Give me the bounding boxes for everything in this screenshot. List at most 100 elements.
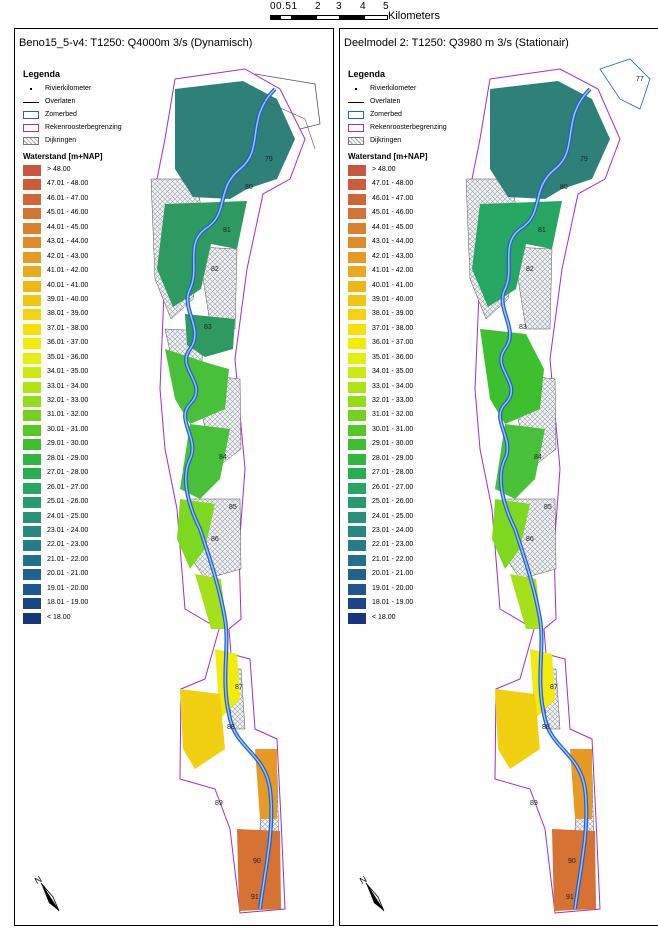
legend-class-row: 47.01 - 48.00 bbox=[23, 178, 153, 192]
scale-segment bbox=[340, 15, 364, 20]
legend-swatch bbox=[348, 511, 366, 523]
north-arrow: N bbox=[33, 874, 67, 922]
legend-swatch bbox=[348, 323, 366, 335]
legend-swatch bbox=[348, 165, 366, 176]
legend-class-row: 25.01 - 26.00 bbox=[348, 496, 478, 510]
legend-swatch bbox=[23, 179, 41, 191]
legend-class-label: 45.01 - 46.00 bbox=[47, 209, 89, 217]
legend-class-label: 23.01 - 24.00 bbox=[47, 526, 89, 534]
legend-class-label: 33.01 - 34.00 bbox=[47, 382, 89, 390]
legend-item-overlaten: Overlaten bbox=[348, 97, 478, 110]
legend-class-row: 37.01 - 38.00 bbox=[348, 323, 478, 337]
legend-class-label: 43.01 - 44.00 bbox=[372, 238, 414, 246]
legend-class-label: 36.01 - 37.00 bbox=[372, 339, 414, 347]
legend-class-row: 23.01 - 24.00 bbox=[348, 525, 478, 539]
chainage-label: 83 bbox=[519, 324, 527, 331]
legend-class-row: 45.01 - 46.00 bbox=[348, 207, 478, 221]
chainage-label: 90 bbox=[568, 858, 576, 865]
legend-swatch bbox=[23, 367, 41, 379]
chainage-label: 91 bbox=[251, 894, 259, 901]
legend-class-label: < 18.00 bbox=[372, 613, 396, 621]
legend-class-label: 18.01 - 19.00 bbox=[372, 599, 414, 607]
legend-class-label: 22.01 - 23.00 bbox=[372, 541, 414, 549]
chainage-label: 85 bbox=[544, 504, 552, 511]
legend-item-rekenrooster: Rekenroosterbegrenzing bbox=[348, 123, 478, 136]
legend-swatch bbox=[23, 280, 41, 292]
legend-swatch bbox=[348, 193, 366, 205]
legend-class-row: 23.01 - 24.00 bbox=[23, 525, 153, 539]
legend-swatch bbox=[23, 352, 41, 364]
legend-swatch bbox=[348, 251, 366, 263]
legend-swatch bbox=[348, 540, 366, 552]
legend-swatch bbox=[23, 323, 41, 335]
legend-swatch bbox=[23, 338, 41, 350]
chainage-label: 89 bbox=[215, 800, 223, 807]
legend-class-label: 30.01 - 31.00 bbox=[47, 425, 89, 433]
legend-item-zomerbed: Zomerbed bbox=[23, 110, 153, 123]
legend-class-label: 24.01 - 25.00 bbox=[47, 512, 89, 520]
legend-swatch bbox=[348, 439, 366, 451]
legend-class-row: 34.01 - 35.00 bbox=[348, 366, 478, 380]
legend-class-label: 27.01 - 28.00 bbox=[47, 469, 89, 477]
legend-swatch bbox=[348, 338, 366, 350]
legend-class-row: 40.01 - 41.00 bbox=[348, 280, 478, 294]
legend-class-row: 47.01 - 48.00 bbox=[348, 178, 478, 192]
scale-bar: 00.51 2 3 4 5 Kilometers bbox=[270, 0, 500, 24]
chainage-label: 77 bbox=[636, 76, 644, 83]
legend-swatch bbox=[23, 554, 41, 566]
legend-item-zomerbed: Zomerbed bbox=[348, 110, 478, 123]
chainage-label: 86 bbox=[526, 536, 534, 543]
legend-class-label: 24.01 - 25.00 bbox=[372, 512, 414, 520]
purple-outline-icon bbox=[23, 124, 39, 132]
legend-class-row: 30.01 - 31.00 bbox=[348, 424, 478, 438]
legend-class-row: 42.01 - 43.00 bbox=[23, 251, 153, 265]
legend-class-row: 24.01 - 25.00 bbox=[348, 511, 478, 525]
legend-class-row: 42.01 - 43.00 bbox=[348, 251, 478, 265]
chainage-label: 79 bbox=[265, 156, 273, 163]
legend-class-label: 42.01 - 43.00 bbox=[47, 252, 89, 260]
legend-item-overlaten: Overlaten bbox=[23, 97, 153, 110]
chainage-label: 88 bbox=[227, 724, 235, 731]
legend-swatch bbox=[348, 482, 366, 494]
legend-class-label: 38.01 - 39.00 bbox=[372, 310, 414, 318]
legend: Legenda Rivierkilometer Overlaten Zomerb… bbox=[348, 69, 478, 626]
legend-swatch bbox=[23, 309, 41, 321]
legend-swatch bbox=[348, 453, 366, 465]
legend-swatch bbox=[348, 294, 366, 306]
legend-class-label: 28.01 - 29.00 bbox=[372, 454, 414, 462]
legend-class-row: 33.01 - 34.00 bbox=[348, 381, 478, 395]
blue-outline-icon bbox=[23, 111, 39, 119]
legend-class-row: 39.01 - 40.00 bbox=[23, 294, 153, 308]
legend-class-label: 28.01 - 29.00 bbox=[47, 454, 89, 462]
legend-swatch bbox=[23, 294, 41, 306]
legend-swatch bbox=[23, 222, 41, 234]
legend-swatch bbox=[348, 424, 366, 436]
hatch-icon bbox=[348, 137, 364, 145]
legend-class-row: 39.01 - 40.00 bbox=[348, 294, 478, 308]
scale-segment bbox=[316, 15, 340, 20]
legend-class-row: 29.01 - 30.00 bbox=[348, 438, 478, 452]
legend-swatch bbox=[348, 410, 366, 422]
legend-class-label: 19.01 - 20.00 bbox=[47, 584, 89, 592]
chainage-label: 90 bbox=[253, 858, 261, 865]
chainage-label: 84 bbox=[219, 454, 227, 461]
scale-unit: Kilometers bbox=[388, 10, 440, 22]
legend-class-row: 38.01 - 39.00 bbox=[348, 308, 478, 322]
legend-class-label: 42.01 - 43.00 bbox=[372, 252, 414, 260]
map-canvas: 79 80 81 82 83 84 85 86 87 88 89 90 91 bbox=[150, 68, 321, 914]
legend-class-label: 30.01 - 31.00 bbox=[372, 425, 414, 433]
legend-swatch bbox=[23, 540, 41, 552]
legend-class-row: 20.01 - 21.00 bbox=[348, 568, 478, 582]
legend-class-label: 36.01 - 37.00 bbox=[47, 339, 89, 347]
legend-item-dijkringen: Dijkringen bbox=[348, 136, 478, 149]
legend-swatch bbox=[348, 569, 366, 581]
legend-class-row: 46.01 - 47.00 bbox=[348, 193, 478, 207]
scale-tick-label: 00.51 bbox=[270, 1, 298, 12]
legend-swatch bbox=[23, 497, 41, 509]
legend-swatch bbox=[348, 179, 366, 191]
purple-outline-icon bbox=[348, 124, 364, 132]
chainage-label: 81 bbox=[223, 227, 231, 234]
legend-class-label: 47.01 - 48.00 bbox=[47, 180, 89, 188]
legend-class-row: 29.01 - 30.00 bbox=[23, 438, 153, 452]
scale-tick-label: 3 bbox=[336, 1, 343, 12]
